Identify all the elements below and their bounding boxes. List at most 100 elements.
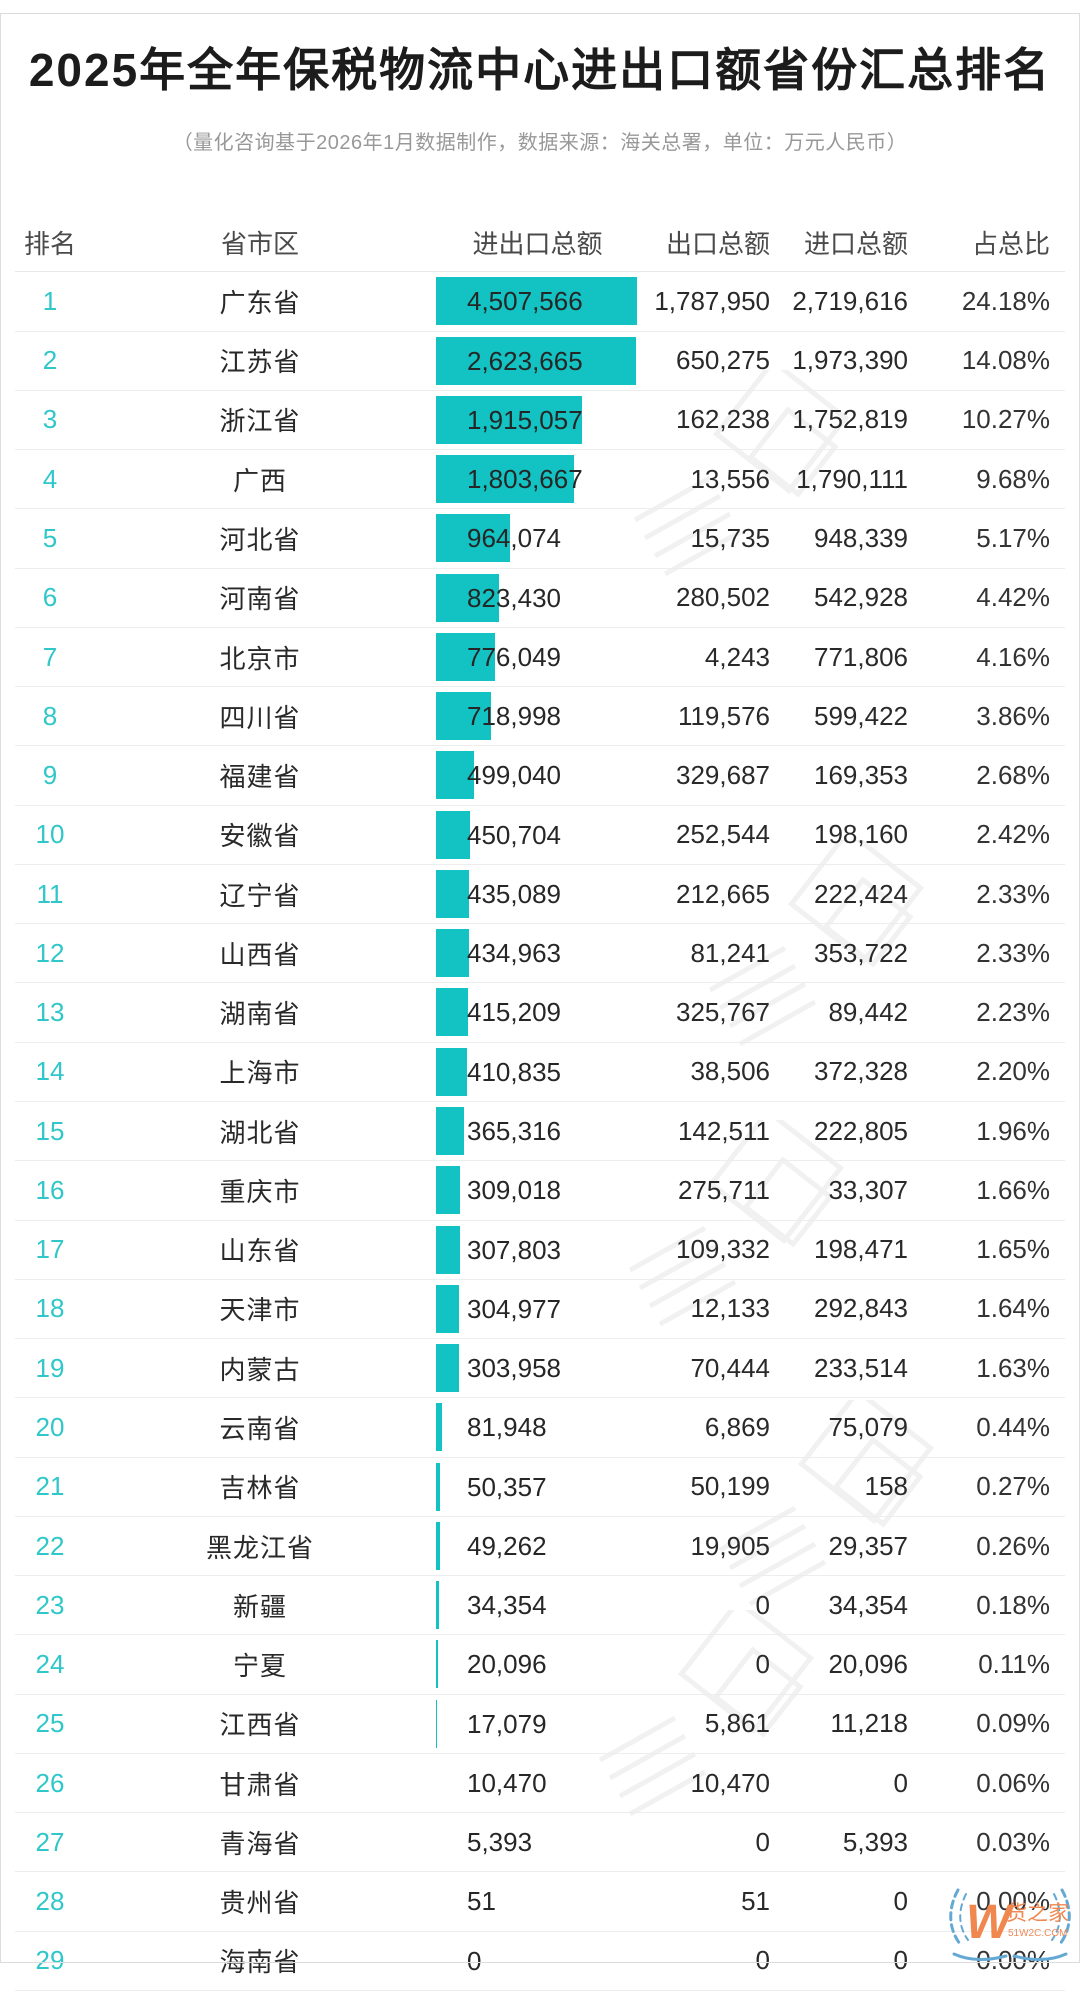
total-bar xyxy=(436,395,583,444)
export-cell: 162,238 xyxy=(676,404,770,435)
total-value: 49,262 xyxy=(467,1530,547,1561)
rank-cell: 15 xyxy=(35,1115,65,1146)
rank-cell: 28 xyxy=(35,1886,65,1917)
column-header-total: 进出口总额 xyxy=(472,228,603,259)
table-row: 28 贵州省 51 51 0 0.00% xyxy=(15,1872,1065,1932)
total-bar xyxy=(436,1047,468,1096)
import-cell: 11,218 xyxy=(830,1708,908,1739)
table-row: 26 甘肃省 10,470 10,470 0 0.06% xyxy=(15,1754,1065,1814)
ranking-table: 排名 省市区 进出口总额 出口总额 进口总额 占总比 1 广东省 4,507,5… xyxy=(15,213,1065,1991)
share-cell: 14.08% xyxy=(961,345,1050,376)
column-header-share: 占总比 xyxy=(971,228,1050,259)
share-cell: 10.27% xyxy=(961,404,1050,435)
table-row: 25 江西省 17,079 5,861 11,218 0.09% xyxy=(15,1695,1065,1754)
total-value: 776,049 xyxy=(467,641,561,672)
table-row: 15 湖北省 365,316 142,511 222,805 1.96% xyxy=(15,1102,1065,1162)
table-row: 22 黑龙江省 49,262 19,905 29,357 0.26% xyxy=(15,1517,1065,1577)
rank-cell: 3 xyxy=(42,404,58,435)
share-cell: 2.42% xyxy=(976,819,1050,850)
total-value: 51 xyxy=(467,1886,496,1917)
rank-cell: 7 xyxy=(42,641,58,672)
share-cell: 0.03% xyxy=(976,1826,1050,1857)
province-cell: 山东省 xyxy=(219,1236,301,1267)
total-cell: 51 xyxy=(435,1872,680,1930)
share-cell: 5.17% xyxy=(976,522,1050,553)
total-bar xyxy=(436,1403,443,1452)
total-bar xyxy=(436,336,637,385)
rank-cell: 19 xyxy=(35,1352,65,1383)
share-cell: 2.68% xyxy=(976,760,1050,791)
rank-cell: 24 xyxy=(35,1649,65,1680)
share-cell: 24.18% xyxy=(961,285,1050,316)
export-cell: 0 xyxy=(755,1589,770,1620)
rank-cell: 9 xyxy=(42,760,58,791)
total-value: 17,079 xyxy=(467,1708,547,1739)
total-bar xyxy=(436,277,637,326)
column-header-import: 进口总额 xyxy=(803,228,908,259)
province-cell: 福建省 xyxy=(219,762,301,793)
total-cell: 2,623,665 xyxy=(435,332,680,390)
table-row: 19 内蒙古 303,958 70,444 233,514 1.63% xyxy=(15,1339,1065,1399)
total-value: 81,948 xyxy=(467,1412,547,1443)
import-cell: 158 xyxy=(864,1471,908,1502)
total-cell: 50,357 xyxy=(435,1458,680,1516)
import-cell: 222,424 xyxy=(814,878,908,909)
province-cell: 浙江省 xyxy=(219,406,301,437)
share-cell: 0.26% xyxy=(976,1530,1050,1561)
total-cell: 435,089 xyxy=(435,865,680,923)
export-cell: 142,511 xyxy=(677,1115,770,1146)
export-cell: 6,869 xyxy=(704,1411,770,1442)
export-cell: 329,687 xyxy=(676,760,770,791)
total-value: 309,018 xyxy=(467,1175,561,1206)
export-cell: 19,905 xyxy=(690,1530,770,1561)
province-cell: 江苏省 xyxy=(219,347,301,378)
table-row: 14 上海市 410,835 38,506 372,328 2.20% xyxy=(15,1043,1065,1103)
export-cell: 38,506 xyxy=(690,1056,770,1087)
province-cell: 贵州省 xyxy=(219,1888,301,1919)
total-cell: 17,079 xyxy=(435,1695,680,1753)
rank-cell: 11 xyxy=(36,878,64,909)
export-cell: 50,199 xyxy=(690,1471,770,1502)
total-value: 2,623,665 xyxy=(467,345,583,376)
export-cell: 119,576 xyxy=(677,700,770,731)
export-cell: 212,665 xyxy=(676,878,770,909)
table-row: 17 山东省 307,803 109,332 198,471 1.65% xyxy=(15,1221,1065,1280)
export-cell: 0 xyxy=(755,1826,770,1857)
total-bar xyxy=(436,514,510,563)
share-cell: 0.18% xyxy=(976,1589,1050,1620)
export-cell: 252,544 xyxy=(676,819,770,850)
total-cell: 776,049 xyxy=(435,628,680,686)
total-cell: 823,430 xyxy=(435,569,680,627)
table-row: 18 天津市 304,977 12,133 292,843 1.64% xyxy=(15,1280,1065,1340)
rank-cell: 8 xyxy=(42,700,58,731)
total-value: 307,803 xyxy=(467,1234,561,1265)
total-bar xyxy=(436,1521,440,1570)
province-cell: 海南省 xyxy=(219,1947,301,1978)
total-bar xyxy=(436,1344,460,1393)
rank-cell: 13 xyxy=(35,997,65,1028)
total-bar xyxy=(436,1462,440,1511)
total-cell: 1,803,667 xyxy=(435,450,680,508)
import-cell: 2,719,616 xyxy=(792,285,908,316)
total-value: 415,209 xyxy=(467,997,561,1028)
province-cell: 北京市 xyxy=(219,643,301,674)
total-cell: 499,040 xyxy=(435,746,680,804)
rank-cell: 6 xyxy=(42,582,58,613)
rank-cell: 25 xyxy=(35,1708,65,1739)
import-cell: 222,805 xyxy=(814,1115,908,1146)
import-cell: 771,806 xyxy=(814,641,908,672)
total-value: 435,089 xyxy=(467,878,561,909)
export-cell: 81,241 xyxy=(690,937,770,968)
logo-name: 货之家 xyxy=(1006,1902,1069,1925)
rank-cell: 26 xyxy=(35,1767,65,1798)
province-cell: 广西 xyxy=(232,465,287,496)
export-cell: 15,735 xyxy=(690,522,770,553)
total-bar xyxy=(436,1581,439,1630)
share-cell: 2.20% xyxy=(976,1056,1050,1087)
import-cell: 233,514 xyxy=(814,1352,908,1383)
province-cell: 上海市 xyxy=(219,1058,301,1089)
rank-cell: 23 xyxy=(35,1589,65,1620)
import-cell: 0 xyxy=(893,1886,908,1917)
export-cell: 13,556 xyxy=(690,463,770,494)
import-cell: 198,160 xyxy=(814,819,908,850)
